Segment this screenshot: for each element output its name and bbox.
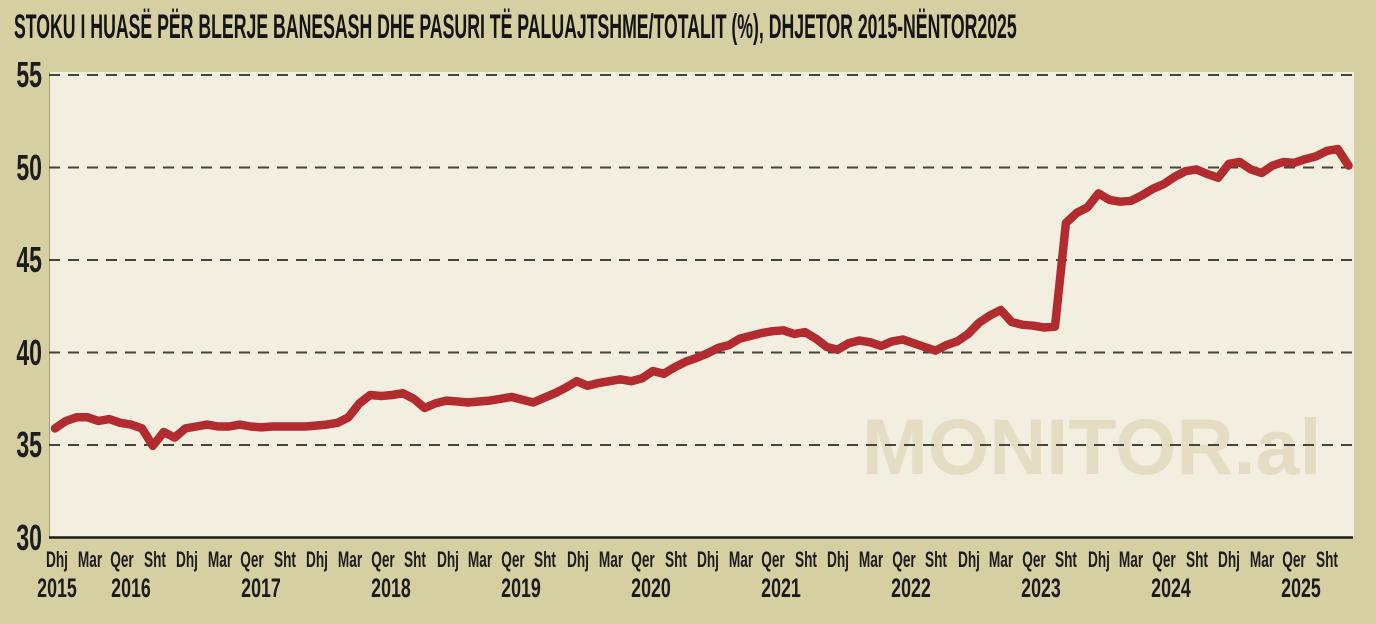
x-tick-label: Qer xyxy=(240,547,265,572)
x-tick-label: Qer xyxy=(891,547,916,572)
watermark-monitor-al: MONITOR.al xyxy=(862,402,1322,491)
y-tick-label-50: 50 xyxy=(16,146,42,188)
x-tick-label: Sht xyxy=(794,547,817,572)
x-tick-label: Mar xyxy=(468,547,493,572)
x-tick-label: Mar xyxy=(858,547,884,572)
x-tick-label: Dhj xyxy=(1087,547,1110,572)
x-tick-label: Dhj xyxy=(46,547,68,572)
x-tick-label: Sht xyxy=(1185,547,1208,572)
year-label-2025: 2025 xyxy=(1281,573,1321,603)
year-label-2019: 2019 xyxy=(501,573,541,603)
x-tick-label: Dhj xyxy=(306,547,329,572)
x-tick-label: Dhj xyxy=(1218,547,1241,572)
year-label-2021: 2021 xyxy=(761,573,801,603)
x-tick-label: Dhj xyxy=(436,547,459,572)
x-tick-label: Qer xyxy=(1152,547,1176,572)
year-label-2018: 2018 xyxy=(371,573,411,603)
x-tick-label: Sht xyxy=(273,547,296,572)
year-label-2020: 2020 xyxy=(631,573,671,603)
x-tick-label: Sht xyxy=(664,547,687,572)
x-tick-label: Qer xyxy=(1282,547,1307,572)
x-tick-label: Mar xyxy=(1119,547,1144,572)
year-label-2024: 2024 xyxy=(1151,573,1191,603)
year-label-2016: 2016 xyxy=(111,573,151,603)
x-tick-label: Sht xyxy=(1055,547,1078,572)
year-label-2017: 2017 xyxy=(241,573,281,603)
plot-area xyxy=(49,72,1354,538)
y-tick-label-45: 45 xyxy=(16,239,42,280)
x-tick-label: Mar xyxy=(337,547,363,572)
x-tick-label: Dhj xyxy=(697,547,720,572)
y-tick-label-40: 40 xyxy=(16,331,42,373)
y-tick-label-55: 55 xyxy=(16,54,42,95)
y-tick-label-30: 30 xyxy=(16,516,42,558)
x-tick-label: Mar xyxy=(728,547,753,572)
x-tick-label: Qer xyxy=(1022,547,1046,572)
x-tick-label: Dhj xyxy=(957,547,980,572)
y-tick-label-35: 35 xyxy=(16,424,42,465)
x-tick-label: Qer xyxy=(370,547,395,572)
x-tick-label: Dhj xyxy=(827,547,850,572)
x-tick-label: Sht xyxy=(143,547,166,572)
x-tick-label: Qer xyxy=(110,547,134,572)
x-tick-label: Sht xyxy=(925,547,948,572)
x-tick-label: Qer xyxy=(501,547,525,572)
x-tick-label: Qer xyxy=(631,547,655,572)
x-tick-label: Mar xyxy=(598,547,623,572)
x-tick-label: Dhj xyxy=(566,547,589,572)
x-tick-label: Sht xyxy=(534,547,557,572)
x-tick-label: Sht xyxy=(1315,547,1338,572)
x-tick-label: Sht xyxy=(404,547,427,572)
x-tick-label: Mar xyxy=(989,547,1014,572)
x-tick-label: Mar xyxy=(207,547,232,572)
x-tick-label: Mar xyxy=(77,547,102,572)
x-tick-label: Mar xyxy=(1249,547,1274,572)
x-tick-label: Dhj xyxy=(176,547,199,572)
data-line-series xyxy=(50,144,1353,451)
x-tick-label: Qer xyxy=(761,547,786,572)
year-label-2023: 2023 xyxy=(1021,573,1061,603)
year-label-2015: 2015 xyxy=(37,573,77,603)
chart-title: STOKU I HUASË PËR BLERJE BANESASH DHE PA… xyxy=(14,8,1017,46)
year-label-2022: 2022 xyxy=(891,573,931,603)
